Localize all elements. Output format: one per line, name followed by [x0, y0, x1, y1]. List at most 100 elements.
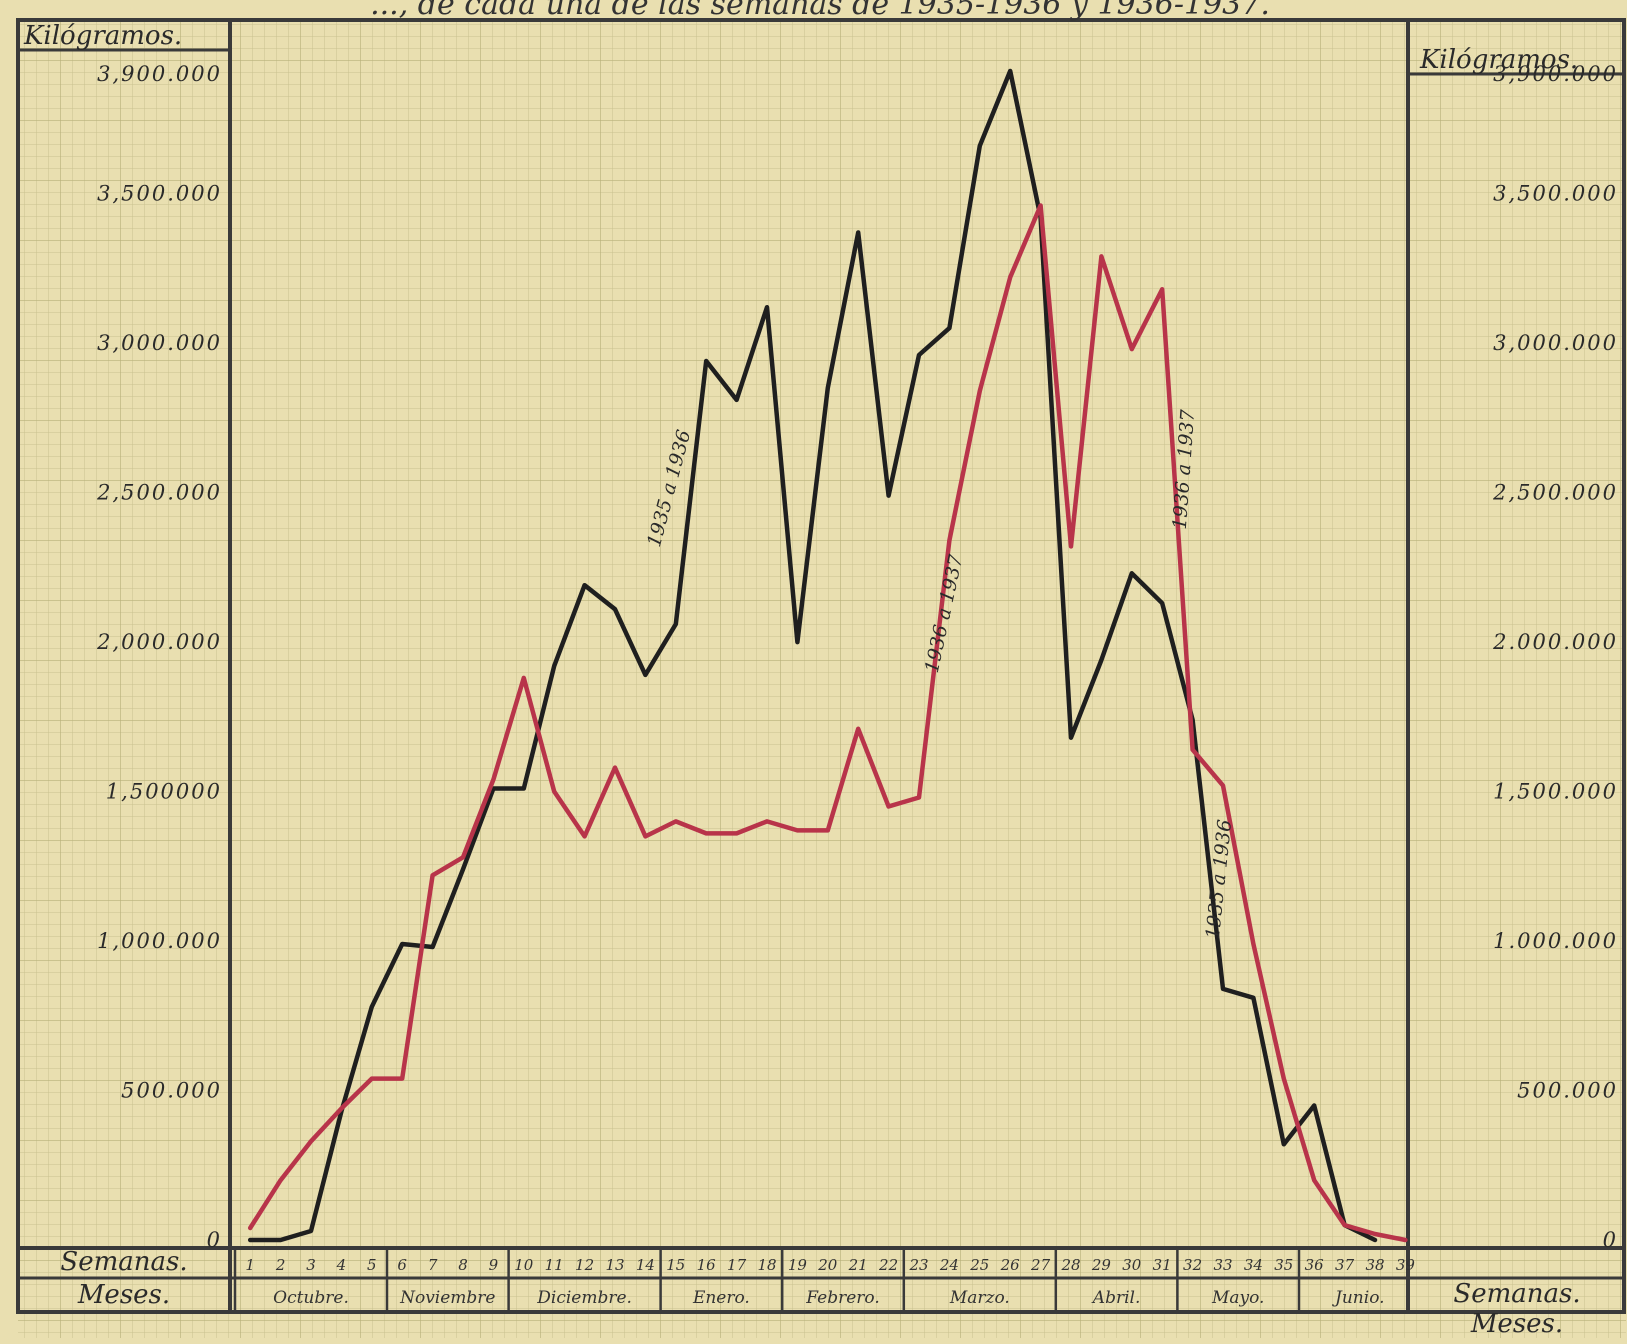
data-point-s2-w26 — [1008, 275, 1012, 280]
data-point-s1-w12 — [582, 583, 587, 587]
week-label: 36 — [1305, 1256, 1325, 1274]
month-label: Octubre. — [273, 1288, 349, 1308]
data-point-s1-w14 — [643, 673, 648, 677]
data-series — [247, 68, 1408, 1243]
week-label: 27 — [1030, 1256, 1051, 1274]
data-point-s1-w8 — [461, 867, 465, 872]
data-point-s1-w7 — [430, 945, 435, 949]
data-point-s2-w2 — [278, 1178, 283, 1182]
data-point-s2-w3 — [309, 1139, 313, 1144]
data-point-s2-w22 — [886, 804, 891, 809]
week-label: 14 — [636, 1256, 655, 1274]
data-point-s1-w5 — [370, 1005, 374, 1009]
week-label: 38 — [1365, 1256, 1384, 1274]
y-tick-label-right: 1,500.000 — [1493, 780, 1618, 804]
y-tick-label-left: 1,000.000 — [97, 929, 222, 953]
y-tick-labels: 0 0 500.000 500.000 1,000.000 1.000.000 1,5000… — [96, 62, 1618, 1252]
week-label: 34 — [1244, 1256, 1263, 1274]
data-point-s2-w19 — [795, 828, 800, 833]
data-point-s2-w20 — [826, 828, 830, 833]
data-point-s2-w5 — [370, 1076, 374, 1081]
data-point-s2-w30 — [1130, 347, 1134, 351]
data-point-s1-w19 — [795, 640, 800, 644]
data-point-s1-w22 — [886, 493, 891, 498]
week-label: 26 — [1000, 1256, 1021, 1274]
data-point-s2-w25 — [978, 389, 982, 393]
data-point-s1-w11 — [552, 664, 556, 668]
data-point-s2-w34 — [1251, 942, 1256, 946]
data-point-s1-w15 — [674, 622, 678, 626]
row-label-months-left: Meses. — [77, 1280, 170, 1310]
y-tick-label-right: 2,500.000 — [1492, 481, 1618, 505]
y-tick-label-right: 1.000.000 — [1493, 929, 1618, 953]
data-point-s2-w31 — [1160, 287, 1164, 292]
week-label: 30 — [1122, 1256, 1142, 1274]
data-point-s1-w36 — [1312, 1103, 1316, 1108]
week-label: 8 — [458, 1256, 468, 1274]
data-point-s1-w20 — [826, 386, 830, 390]
data-point-s1-w13 — [613, 607, 617, 611]
y-tick-label-left: 3,000.000 — [97, 331, 222, 355]
data-point-s1-w3 — [309, 1229, 313, 1233]
week-label: 12 — [575, 1256, 594, 1274]
week-label: 17 — [727, 1256, 747, 1274]
data-point-s1-w29 — [1099, 658, 1104, 662]
week-label: 2 — [275, 1256, 286, 1274]
week-label: 33 — [1213, 1256, 1232, 1274]
week-label: 15 — [666, 1256, 685, 1274]
y-tick-label-right: 3,900.000 — [1493, 62, 1618, 86]
row-label-months-right: Meses. — [1470, 1309, 1563, 1339]
week-label: 4 — [336, 1256, 347, 1274]
data-point-s1-w10 — [522, 786, 526, 791]
week-label: 1 — [245, 1256, 255, 1274]
data-point-s2-w7 — [430, 873, 435, 878]
month-label: Noviembre — [399, 1288, 495, 1308]
data-point-s2-w24 — [947, 538, 952, 543]
data-point-s1-w6 — [400, 942, 405, 946]
y-tick-label-right: 3,500.000 — [1493, 182, 1618, 206]
month-label: Mayo. — [1211, 1288, 1265, 1308]
data-point-s1-w24 — [947, 326, 952, 330]
data-point-s2-w21 — [856, 727, 860, 731]
row-label-weeks-right: Semanas. — [1453, 1279, 1580, 1309]
week-label: 16 — [697, 1256, 717, 1274]
data-point-s1-w38 — [1373, 1238, 1377, 1242]
data-point-s1-w26 — [1008, 69, 1012, 73]
week-label: 31 — [1153, 1256, 1172, 1274]
y-tick-label-right: 3,000.000 — [1493, 331, 1618, 355]
week-label: 24 — [939, 1256, 959, 1274]
data-point-s1-w28 — [1069, 735, 1073, 740]
data-point-s2-w1 — [248, 1226, 252, 1230]
data-point-s2-w23 — [917, 795, 921, 800]
y-tick-label-left: 3,500.000 — [97, 182, 222, 206]
x-axis-table: Semanas.Meses. Semanas.Meses.1 2 3 4 5 6 7 8 9 10 1… — [60, 1247, 1580, 1339]
y-tick-label-left: 500.000 — [121, 1079, 222, 1103]
outer-border — [16, 18, 1626, 1314]
week-label: 28 — [1060, 1256, 1080, 1274]
data-point-s2-w35 — [1282, 1076, 1286, 1081]
data-point-s2-w28 — [1069, 544, 1073, 549]
data-point-s2-w8 — [461, 855, 465, 860]
week-label: 37 — [1335, 1256, 1355, 1274]
y-tick-label-left: 2,000.000 — [96, 630, 222, 654]
y-tick-label-right: 500.000 — [1517, 1079, 1618, 1103]
month-label: Diciembre. — [536, 1288, 632, 1308]
data-point-s1-w23 — [917, 353, 921, 357]
data-point-s2-w39 — [1403, 1238, 1408, 1242]
week-label: 7 — [428, 1256, 438, 1274]
data-point-s1-w34 — [1251, 996, 1256, 1000]
week-label: 10 — [514, 1256, 534, 1274]
week-label: 20 — [817, 1256, 838, 1274]
data-point-s2-w16 — [704, 831, 708, 836]
week-label: 25 — [969, 1256, 989, 1274]
data-point-s1-w25 — [978, 144, 982, 148]
data-point-s2-w14 — [643, 834, 648, 839]
y-tick-label-left: 2,500.000 — [96, 481, 222, 505]
y-axis-label-left: Kilógramos. — [23, 21, 182, 51]
week-label: 3 — [306, 1256, 316, 1274]
data-point-s1-w18 — [765, 305, 769, 310]
data-point-s1-w16 — [704, 359, 708, 363]
y-tick-label-right: 0 — [1603, 1228, 1618, 1252]
data-point-s2-w17 — [734, 831, 739, 836]
